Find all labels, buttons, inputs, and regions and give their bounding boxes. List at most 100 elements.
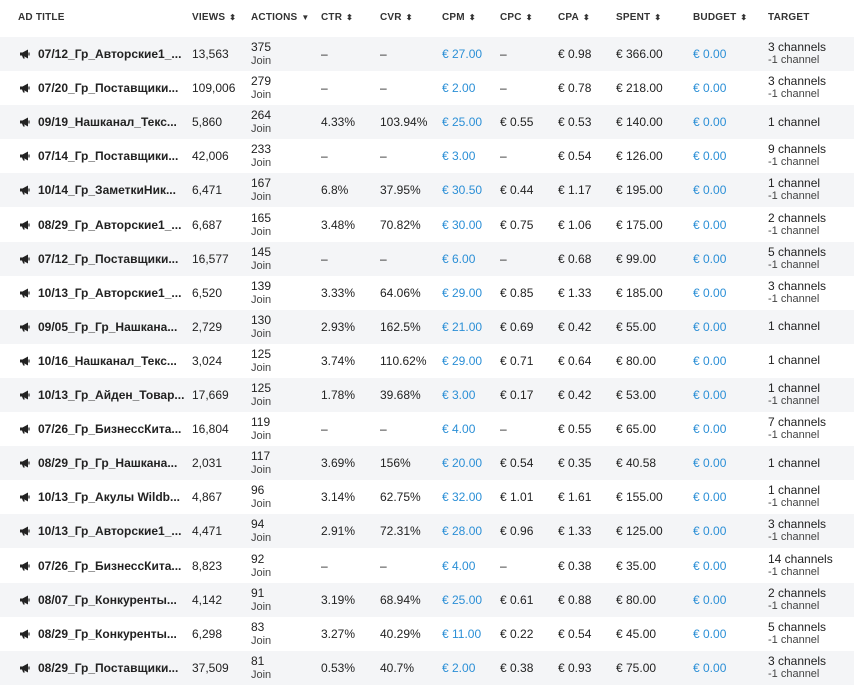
table-row[interactable]: 10/16_Нашканал_Текс... 125 Join 3,024 3.74% 1… [0, 344, 854, 378]
sort-updown-icon[interactable]: ⬍ [346, 13, 354, 22]
cpm-cell[interactable]: € 3.00 [442, 388, 476, 402]
cpm-cell[interactable]: € 25.00 [442, 592, 483, 607]
ad-title-link[interactable]: 08/07_Гр_Конкуренты... [38, 592, 177, 607]
table-row[interactable]: 07/14_Гр_Поставщики... 233 Join 42,006 – – € 3… [0, 139, 854, 173]
budget-cell[interactable]: € 0.00 [693, 183, 727, 198]
sort-updown-icon[interactable]: ⬍ [229, 13, 237, 22]
ad-title-link[interactable]: 08/29_Гр_Авторские1_... [38, 217, 182, 232]
ad-title-link[interactable]: 10/16_Нашканал_Текс... [38, 353, 177, 368]
cpc-cell: € 0.44 [500, 183, 534, 198]
table-row[interactable]: 08/29_Гр_Авторские1_... 165 Join 6,687 3.48%… [0, 208, 854, 242]
cpm-cell[interactable]: € 2.00 [442, 81, 476, 96]
cpm-cell[interactable]: € 2.00 [442, 660, 476, 675]
ad-title-link[interactable]: 07/14_Гр_Поставщики... [38, 149, 179, 164]
ad-title-link[interactable]: 10/13_Гр_Авторские1_... [38, 524, 182, 539]
table-row[interactable]: 10/13_Гр_Айден_Товар... 125 Join 17,669 1.78… [0, 378, 854, 412]
ad-title-link[interactable]: 10/13_Гр_Айден_Товар... [38, 388, 185, 402]
budget-cell[interactable]: € 0.00 [693, 558, 727, 573]
cpm-cell[interactable]: € 20.00 [442, 456, 483, 471]
ctr-cell: 3.33% [321, 285, 356, 300]
budget-cell[interactable]: € 0.00 [693, 81, 727, 96]
table-row[interactable]: 08/29_Гр_Гр_Нашкана... 117 Join 2,031 3.69% 1… [0, 446, 854, 481]
ad-title-link[interactable]: 10/14_Гр_ЗаметкиНик... [38, 183, 176, 198]
header-views[interactable]: VIEWS ⬍ [192, 12, 237, 23]
header-actions[interactable]: ACTIONS ▼ [251, 12, 310, 23]
header-cvr[interactable]: CVR ⬍ [380, 12, 413, 23]
table-row[interactable]: 08/29_Гр_Поставщики... 81 Join 37,509 0.53% 4… [0, 650, 854, 685]
ad-title-link[interactable]: 07/20_Гр_Поставщики... [38, 81, 179, 96]
ad-title-link[interactable]: 07/12_Гр_Авторские1_... [38, 47, 182, 61]
cpm-cell[interactable]: € 27.00 [442, 47, 483, 61]
header-budget[interactable]: BUDGET ⬍ [693, 12, 748, 23]
sort-updown-icon[interactable]: ⬍ [582, 13, 590, 22]
views-cell: 6,471 [192, 183, 223, 198]
budget-cell[interactable]: € 0.00 [693, 251, 727, 266]
budget-cell[interactable]: € 0.00 [693, 353, 727, 368]
header-cpm[interactable]: CPM ⬍ [442, 12, 476, 23]
ad-title-link[interactable]: 08/29_Гр_Гр_Нашкана... [38, 456, 178, 471]
budget-cell[interactable]: € 0.00 [693, 115, 727, 130]
budget-cell[interactable]: € 0.00 [693, 388, 727, 402]
sort-updown-icon[interactable]: ⬍ [654, 13, 662, 22]
budget-cell[interactable]: € 0.00 [693, 660, 727, 675]
ad-title-link[interactable]: 08/29_Гр_Поставщики... [38, 660, 179, 675]
table-row[interactable]: 07/12_Гр_Поставщики... 145 Join 16,577 – – € 6… [0, 241, 854, 276]
ad-title-link[interactable]: 09/05_Гр_Гр_Нашкана... [38, 319, 178, 334]
cpm-cell[interactable]: € 29.00 [442, 353, 483, 368]
cpm-cell[interactable]: € 6.00 [442, 251, 476, 266]
header-spent[interactable]: SPENT ⬍ [616, 12, 662, 23]
cpm-cell[interactable]: € 29.00 [442, 285, 483, 300]
table-row[interactable]: 10/13_Гр_Авторские1_... 139 Join 6,520 3.33%… [0, 276, 854, 310]
ad-title-link[interactable]: 10/13_Гр_Авторские1_... [38, 285, 182, 300]
cpm-cell[interactable]: € 32.00 [442, 490, 483, 505]
cpa-cell: € 0.88 [558, 592, 592, 607]
header-cpa[interactable]: CPA ⬍ [558, 12, 590, 23]
table-row[interactable]: 09/19_Нашканал_Текс... 264 Join 5,860 4.33% 1… [0, 105, 854, 140]
table-row[interactable]: 10/14_Гр_ЗаметкиНик... 167 Join 6,471 6.8% 37… [0, 173, 854, 208]
table-row[interactable]: 07/20_Гр_Поставщики... 279 Join 109,006 – – € … [0, 71, 854, 105]
cpm-cell[interactable]: € 4.00 [442, 422, 476, 437]
budget-cell[interactable]: € 0.00 [693, 456, 727, 471]
cpm-cell[interactable]: € 4.00 [442, 558, 476, 573]
cpm-cell[interactable]: € 30.00 [442, 217, 483, 232]
sort-updown-icon[interactable]: ⬍ [405, 13, 413, 22]
table-row[interactable]: 09/05_Гр_Гр_Нашкана... 130 Join 2,729 2.93% 1… [0, 309, 854, 344]
ad-title-link[interactable]: 08/29_Гр_Конкуренты... [38, 626, 177, 641]
cpm-cell[interactable]: € 30.50 [442, 183, 483, 198]
budget-cell[interactable]: € 0.00 [693, 422, 727, 437]
ad-title-link[interactable]: 07/26_Гр_БизнессКита... [38, 558, 182, 573]
table-row[interactable]: 07/26_Гр_БизнессКита... 119 Join 16,804 – – € … [0, 412, 854, 446]
cpm-cell[interactable]: € 21.00 [442, 319, 483, 334]
header-ctr[interactable]: CTR ⬍ [321, 12, 354, 23]
ad-title-link[interactable]: 10/13_Гр_Акулы Wildb... [38, 490, 180, 505]
cpm-cell[interactable]: € 28.00 [442, 524, 483, 539]
cpm-cell[interactable]: € 3.00 [442, 149, 476, 164]
header-cpc[interactable]: CPC ⬍ [500, 12, 533, 23]
sort-updown-icon[interactable]: ⬍ [468, 13, 476, 22]
ad-title-link[interactable]: 09/19_Нашканал_Текс... [38, 115, 177, 130]
ad-title-link[interactable]: 07/26_Гр_БизнессКита... [38, 422, 182, 437]
budget-cell[interactable]: € 0.00 [693, 524, 727, 539]
cpm-cell[interactable]: € 11.00 [442, 626, 482, 641]
sort-down-icon[interactable]: ▼ [301, 13, 310, 22]
table-row[interactable]: 07/12_Гр_Авторские1_... 375 Join 13,563 – – € … [0, 37, 854, 71]
budget-cell[interactable]: € 0.00 [693, 217, 727, 232]
budget-cell[interactable]: € 0.00 [693, 285, 727, 300]
sort-updown-icon[interactable]: ⬍ [525, 13, 533, 22]
table-row[interactable]: 07/26_Гр_БизнессКита... 92 Join 8,823 – – € 4.… [0, 549, 854, 583]
cpm-cell[interactable]: € 25.00 [442, 115, 483, 130]
budget-cell[interactable]: € 0.00 [693, 626, 727, 641]
budget-cell[interactable]: € 0.00 [693, 47, 727, 61]
budget-cell[interactable]: € 0.00 [693, 490, 727, 505]
sort-updown-icon[interactable]: ⬍ [740, 13, 748, 22]
budget-cell[interactable]: € 0.00 [693, 592, 727, 607]
table-row[interactable]: 10/13_Гр_Акулы Wildb... 96 Join 4,867 3.14% 6… [0, 480, 854, 514]
budget-cell[interactable]: € 0.00 [693, 149, 727, 164]
ad-title-link[interactable]: 07/12_Гр_Поставщики... [38, 251, 179, 266]
table-row[interactable]: 08/29_Гр_Конкуренты... 83 Join 6,298 3.27% 40… [0, 617, 854, 651]
budget-cell[interactable]: € 0.00 [693, 319, 727, 334]
target-excluded: -1 channel [768, 88, 820, 101]
table-row[interactable]: 08/07_Гр_Конкуренты... 91 Join 4,142 3.19% 68… [0, 582, 854, 617]
megaphone-icon [20, 458, 30, 468]
table-row[interactable]: 10/13_Гр_Авторские1_... 94 Join 4,471 2.91% 7… [0, 514, 854, 549]
